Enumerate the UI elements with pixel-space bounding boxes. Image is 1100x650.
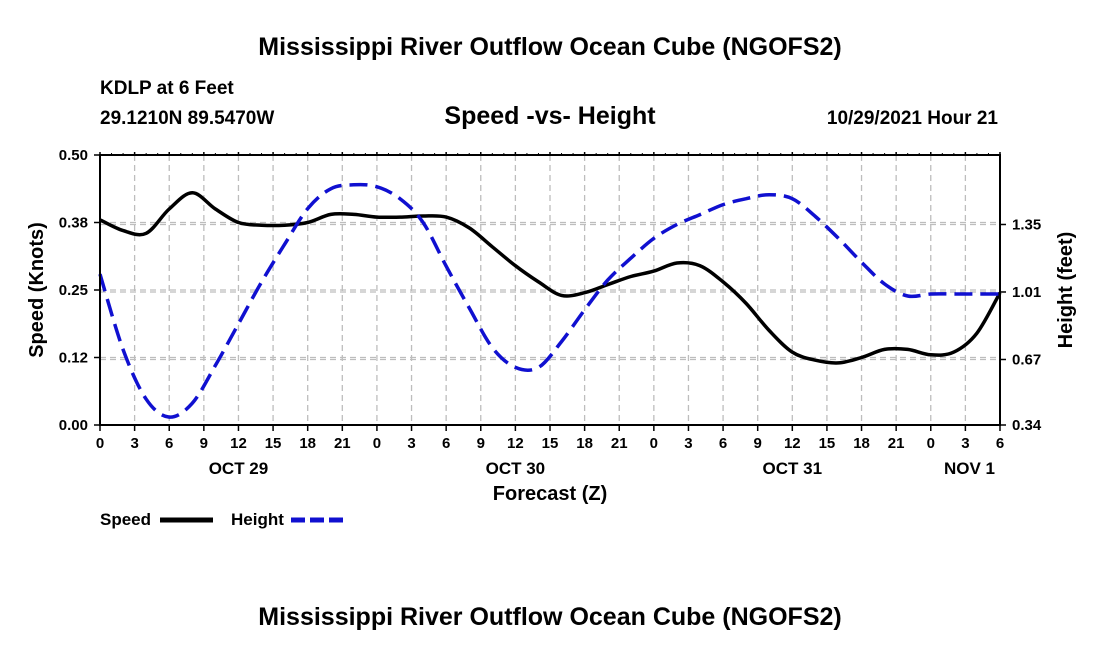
x-tick-label: 0: [373, 435, 381, 452]
y-tick-label-left: 0.00: [59, 417, 88, 434]
legend-height-label: Height: [231, 510, 284, 529]
y-tick-label-left: 0.50: [59, 147, 88, 164]
y-tick-label-right: 0.67: [1012, 351, 1041, 368]
date-label: OCT 30: [486, 459, 546, 478]
series-line-height: [98, 182, 1000, 419]
main-title: Mississippi River Outflow Ocean Cube (NG…: [258, 33, 841, 61]
x-tick-label: 6: [165, 435, 173, 452]
x-tick-label: 3: [961, 435, 969, 452]
tick-labels: 0 3 6 9 12 15 18 21 0 3 6 9 12 15 18 21 0 3 6 9 12 15 18 21 0 3 6 O…: [59, 147, 1042, 478]
station-label: KDLP at 6 Feet: [100, 78, 234, 99]
x-tick-label: 3: [407, 435, 415, 452]
y-tick-label-right: 1.35: [1012, 216, 1041, 233]
x-tick-label: 9: [477, 435, 485, 452]
legend-speed-label: Speed: [100, 510, 151, 529]
footer-title: Mississippi River Outflow Ocean Cube (NG…: [258, 603, 841, 631]
x-tick-label: 0: [927, 435, 935, 452]
x-tick-label: 3: [684, 435, 692, 452]
x-tick-label: 9: [754, 435, 762, 452]
x-tick-label: 15: [542, 435, 559, 452]
x-tick-label: 21: [334, 435, 351, 452]
x-tick-label: 15: [265, 435, 282, 452]
x-tick-label: 15: [819, 435, 836, 452]
date-label: 10/29/2021 Hour 21: [827, 108, 999, 129]
x-tick-label: 6: [719, 435, 727, 452]
y-tick-label-left: 0.12: [59, 350, 88, 367]
x-tick-label: 9: [200, 435, 208, 452]
series-group: [98, 182, 1002, 419]
y-tick-label-right: 1.01: [1012, 284, 1041, 301]
x-axis-label: Forecast (Z): [493, 483, 607, 505]
x-tick-label: 0: [96, 435, 104, 452]
date-label: NOV 1: [944, 459, 995, 478]
legend: Speed Height: [100, 510, 343, 529]
y-axis-label-left: Speed (Knots): [26, 222, 48, 358]
x-tick-label: 12: [230, 435, 247, 452]
tick-marks: [94, 152, 1006, 431]
y-tick-label-right: 0.34: [1012, 417, 1042, 434]
x-tick-label: 6: [996, 435, 1004, 452]
x-tick-label: 18: [853, 435, 870, 452]
y-tick-label-left: 0.25: [59, 282, 88, 299]
y-tick-label-left: 0.38: [59, 215, 88, 232]
coordinates-label: 29.1210N 89.5470W: [100, 108, 274, 129]
x-tick-label: 6: [442, 435, 450, 452]
x-tick-label: 3: [130, 435, 138, 452]
x-tick-label: 12: [784, 435, 801, 452]
x-tick-label: 18: [299, 435, 316, 452]
chart-title: Speed -vs- Height: [444, 102, 656, 130]
y-axis-label-right: Height (feet): [1055, 232, 1077, 349]
x-tick-label: 21: [888, 435, 905, 452]
x-tick-label: 0: [650, 435, 658, 452]
date-label: OCT 31: [763, 459, 823, 478]
x-tick-label: 18: [576, 435, 593, 452]
x-tick-label: 21: [611, 435, 628, 452]
series-line-speed: [99, 191, 1002, 365]
date-label: OCT 29: [209, 459, 269, 478]
x-tick-label: 12: [507, 435, 524, 452]
